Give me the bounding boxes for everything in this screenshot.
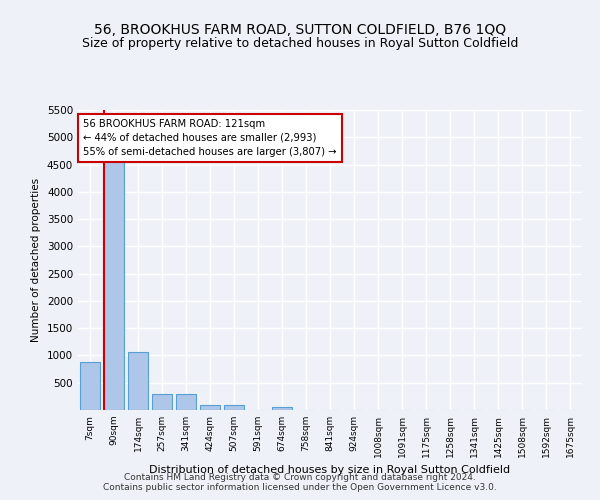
Text: Contains public sector information licensed under the Open Government Licence v3: Contains public sector information licen…	[103, 484, 497, 492]
Text: Contains HM Land Registry data © Crown copyright and database right 2024.: Contains HM Land Registry data © Crown c…	[124, 474, 476, 482]
Bar	[104, 162, 124, 410]
Bar	[80, 362, 100, 410]
Text: Size of property relative to detached houses in Royal Sutton Coldfield: Size of property relative to detached ho…	[82, 38, 518, 51]
Bar	[176, 394, 196, 410]
Bar	[152, 394, 172, 410]
Text: 56, BROOKHUS FARM ROAD, SUTTON COLDFIELD, B76 1QQ: 56, BROOKHUS FARM ROAD, SUTTON COLDFIELD…	[94, 22, 506, 36]
Bar	[200, 405, 220, 410]
Bar	[224, 406, 244, 410]
Bar	[272, 407, 292, 410]
Text: 56 BROOKHUS FARM ROAD: 121sqm
← 44% of detached houses are smaller (2,993)
55% o: 56 BROOKHUS FARM ROAD: 121sqm ← 44% of d…	[83, 119, 337, 157]
Bar	[128, 352, 148, 410]
X-axis label: Distribution of detached houses by size in Royal Sutton Coldfield: Distribution of detached houses by size …	[149, 466, 511, 475]
Y-axis label: Number of detached properties: Number of detached properties	[31, 178, 41, 342]
